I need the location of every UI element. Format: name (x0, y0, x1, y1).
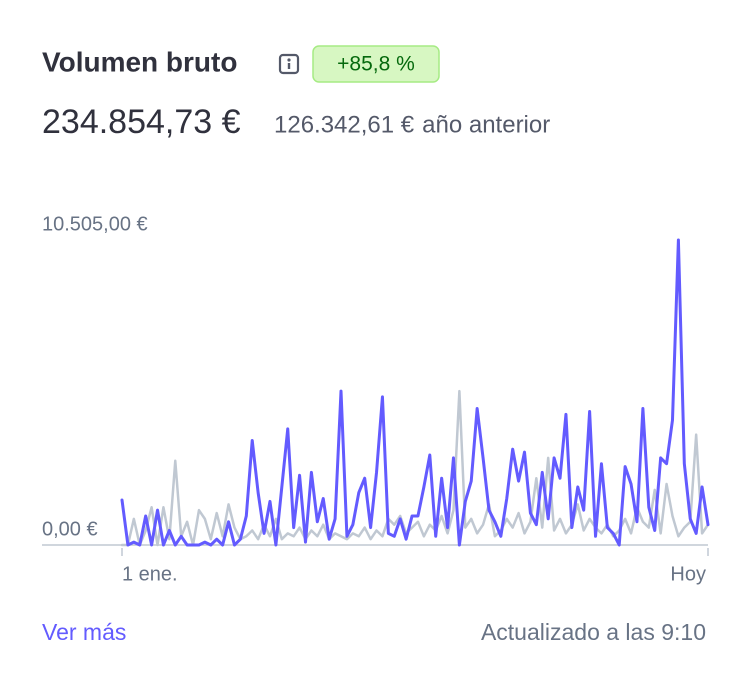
previous-total: 126.342,61 € (274, 111, 415, 138)
total: 234.854,73 € (42, 103, 241, 141)
previous-label: año anterior (422, 111, 550, 138)
y-tick-label: 0,00 € (42, 518, 98, 540)
info-icon[interactable] (278, 53, 300, 75)
y-tick-label: 10.505,00 € (42, 213, 148, 235)
updated-note: Actualizado a las 9:10 (481, 619, 706, 645)
badge-bg (312, 45, 440, 83)
title: Volumen bruto (42, 46, 237, 77)
see-more-link[interactable]: Ver más (42, 619, 126, 645)
x-tick-label: 1 ene. (122, 563, 178, 585)
x-tick-label: Hoy (670, 563, 706, 585)
change-badge: +85,8 % (337, 53, 415, 76)
series-line (120, 238, 710, 547)
